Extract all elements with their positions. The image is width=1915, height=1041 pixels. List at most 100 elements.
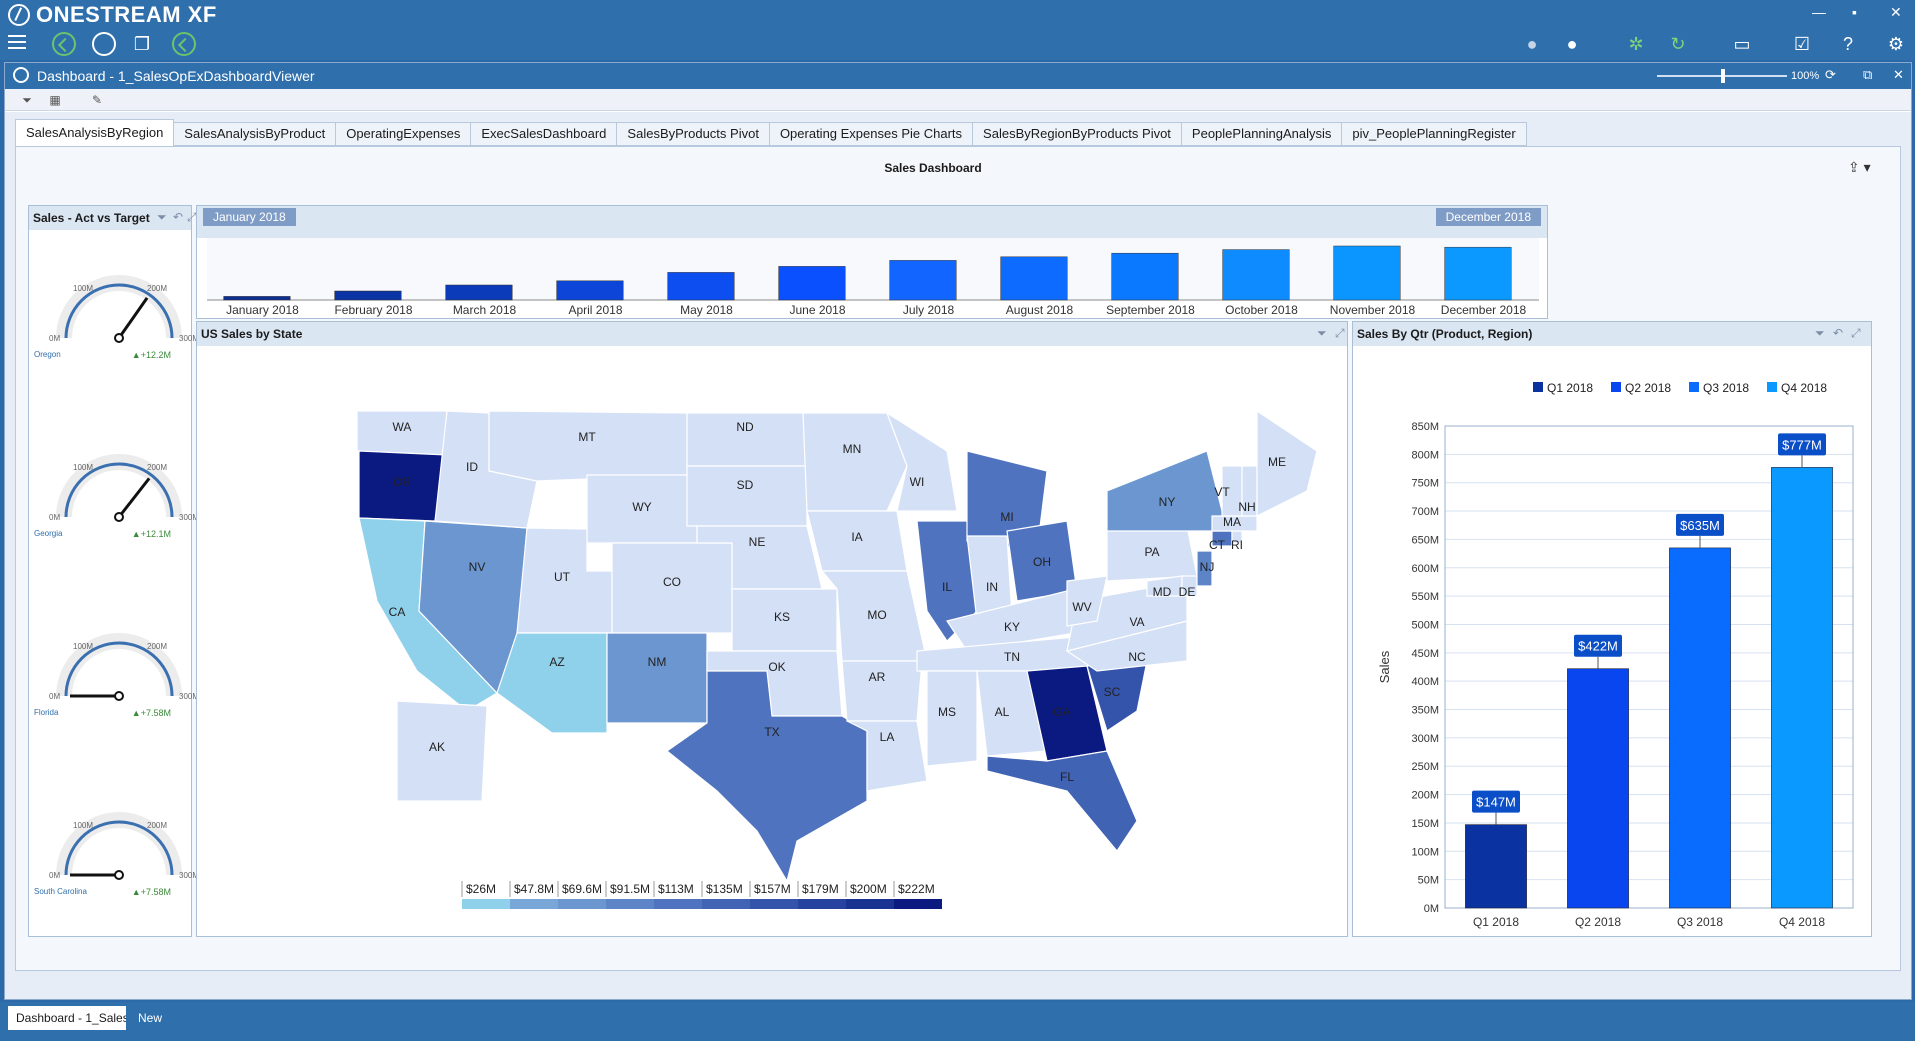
filter-icon[interactable]: ⏷ [22,93,32,107]
y-tick-label: 800M [1411,449,1439,461]
grid-icon[interactable]: ▦ [49,93,61,107]
state-nm [606,632,708,724]
state-label: NH [1238,500,1255,514]
state-label: SC [1104,685,1121,699]
month-bar [1444,246,1512,301]
back-icon[interactable] [52,32,76,56]
qtr-panel-title: Sales By Qtr (Product, Region) [1353,322,1871,346]
qtr-maximize-icon[interactable]: ⤢ [1851,326,1861,340]
gauge-name: Georgia [34,529,63,538]
state-label: SD [737,478,754,492]
qtr-undo-icon[interactable]: ↶ [1833,326,1844,340]
state-label: CT [1209,538,1226,552]
tab-1[interactable]: SalesAnalysisByProduct [174,122,337,146]
gauge-needle [117,477,151,518]
tab-4[interactable]: SalesByProducts Pivot [617,122,770,146]
state-wi [885,411,958,512]
tab-7[interactable]: PeoplePlanningAnalysis [1181,122,1343,146]
close-icon[interactable]: ✕ [1890,4,1902,20]
maximize-icon[interactable]: ▪ [1852,4,1857,20]
qtr-filter-icon[interactable]: ⏷ [1815,326,1825,340]
state-label: CA [389,605,406,619]
globe-icon[interactable] [92,32,116,56]
state-fl [986,750,1138,853]
month-label: May 2018 [680,303,733,317]
state-label: KS [774,610,790,624]
gauge-delta-value: +7.58M [140,887,171,897]
us-sales-map[interactable]: WA OR CA NV ID MT WY UT AZ CO NM ND SD NE KS OK TX MN IA MO… [197,346,1347,936]
export-icon[interactable]: ⇪ ▾ [1848,159,1871,175]
gauges-panel: Sales - Act vs Target ⏷ ↶ ⤢ 0M 100M 200M 30… [28,205,199,937]
state-label: WV [1072,600,1091,614]
month-bar [667,272,735,301]
user-icon[interactable]: ● [1526,34,1538,54]
range-start-flag[interactable]: January 2018 [203,208,296,226]
clipboard-icon[interactable]: ▭ [1733,34,1751,54]
map-legend-swatch [654,899,702,909]
taskbar-new-tab[interactable]: New [138,1011,163,1025]
state-label: WA [393,420,412,434]
user-remove-icon[interactable]: ● [1566,34,1578,54]
tab-6[interactable]: SalesByRegionByProducts Pivot [973,122,1182,146]
data-label: $777M [1782,437,1822,452]
y-tick-label: 350M [1411,705,1439,717]
up-arrow-icon: ▲ [131,887,141,897]
refresh-icon[interactable]: ↻ [1670,34,1686,54]
map-legend-swatch [510,899,558,909]
loading-icon[interactable]: ✲ [1628,34,1644,54]
month-bar [223,296,291,301]
state-nj [1196,550,1213,587]
documents-icon[interactable]: ❐ [133,34,151,54]
window-close-icon[interactable]: ✕ [1893,67,1904,82]
state-label: FL [1060,770,1074,784]
up-arrow-icon: ▲ [131,529,141,539]
map-maximize-icon[interactable]: ⤢ [1335,326,1345,340]
tab-5[interactable]: Operating Expenses Pie Charts [769,122,974,146]
map-legend-swatch [846,899,894,909]
menu-icon[interactable] [8,35,26,49]
y-tick-label: 700M [1411,506,1439,518]
gauges-undo-icon[interactable]: ↶ [173,210,184,224]
gauge-scale-label: 0M [49,334,61,343]
month-bar [334,290,402,301]
pop-out-icon[interactable]: ⧉ [1863,67,1873,82]
map-legend-swatch [894,899,942,909]
task-icon[interactable]: ☑ [1793,34,1811,54]
minimize-icon[interactable]: — [1812,4,1826,20]
state-label: ND [736,420,754,434]
zoom-slider-thumb[interactable] [1721,69,1725,83]
map-legend-label: $200M [850,882,887,896]
map-legend-label: $157M [754,882,791,896]
taskbar-dashboard-tab[interactable]: Dashboard - 1_SalesOpExDashboardViewer [8,1006,126,1030]
reset-zoom-icon[interactable]: ⟳ [1825,67,1836,82]
forward-icon[interactable] [172,32,196,56]
settings-icon[interactable]: ⚙ [1887,34,1905,54]
month-bar [1111,252,1179,301]
map-panel-title: US Sales by State [197,322,1347,346]
y-tick-label: 250M [1411,761,1439,773]
gauge-delta-value: +12.2M [140,350,171,360]
help-icon[interactable]: ? [1842,34,1853,54]
qtr-bar [1567,668,1629,909]
map-filter-icon[interactable]: ⏷ [1317,326,1327,340]
state-label: RI [1231,538,1243,552]
gauges-filter-icon[interactable]: ⏷ [157,210,167,224]
tab-2[interactable]: OperatingExpenses [336,122,472,146]
month-bar-chart[interactable]: January 2018 February 2018 March 2018 April… [197,206,1549,320]
range-end-flag[interactable]: December 2018 [1435,208,1541,226]
data-label-box [1676,513,1724,536]
y-axis-label: Sales [1377,650,1392,683]
state-label: OH [1033,555,1051,569]
tab-3[interactable]: ExecSalesDashboard [471,122,618,146]
edit-icon[interactable]: ✎ [91,93,103,107]
month-label: December 2018 [1441,303,1527,317]
gauges-maximize-icon[interactable]: ⤢ [187,210,197,224]
month-label: February 2018 [334,303,412,317]
state-label: WI [910,475,925,489]
map-legend-label: $26M [466,882,496,896]
tab-0[interactable]: SalesAnalysisByRegion [15,119,175,146]
map-legend-label: $69.6M [562,882,602,896]
gauge-name: South Carolina [34,887,87,896]
tab-8[interactable]: piv_PeoplePlanningRegister [1342,122,1527,146]
sales-by-qtr-chart[interactable]: Q1 2018 Q2 2018 Q3 2018 Q4 2018 0M 50M 100M 150… [1353,346,1871,936]
